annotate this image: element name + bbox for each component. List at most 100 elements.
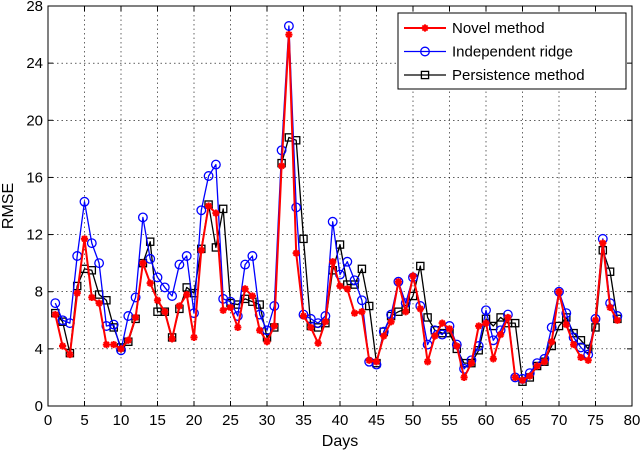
data-point-novel-method: [175, 302, 183, 310]
data-point-persistence-method: [299, 234, 308, 244]
data-point-novel-method: [467, 359, 475, 367]
data-point-independent-ridge: [342, 256, 353, 267]
data-point-novel-method: [606, 303, 614, 312]
data-point-novel-method: [73, 289, 81, 297]
data-point-novel-method: [336, 282, 344, 290]
data-point-novel-method: [292, 249, 300, 257]
data-point-independent-ridge: [196, 205, 207, 216]
data-point-independent-ridge: [94, 258, 105, 269]
data-point-independent-ridge: [123, 311, 134, 321]
data-point-independent-ridge: [210, 159, 221, 170]
legend-label: Novel method: [452, 20, 545, 37]
data-point-independent-ridge: [313, 318, 324, 329]
legend-entry-persistence-method: Persistence method: [404, 67, 585, 84]
y-tick-label: 16: [26, 169, 43, 186]
legend-swatch-marker: [420, 70, 430, 80]
x-axis-label: Days: [322, 433, 358, 450]
x-tick-label: 50: [405, 412, 422, 429]
x-tick-label: 70: [551, 412, 568, 429]
data-point-independent-ridge: [145, 253, 156, 264]
data-point-novel-method: [102, 340, 110, 349]
data-point-independent-ridge: [181, 251, 192, 261]
x-tick-label: 35: [295, 412, 312, 429]
data-point-independent-ridge: [167, 291, 178, 301]
data-point-novel-method: [321, 318, 329, 326]
data-point-independent-ridge: [283, 21, 294, 31]
legend-swatch-marker: [420, 46, 430, 57]
data-point-novel-method: [263, 338, 271, 346]
data-point-novel-method: [424, 358, 432, 366]
data-point-independent-ridge: [108, 319, 119, 330]
legend: Novel method Independent ridge Persistence…: [397, 12, 627, 90]
data-point-novel-method: [241, 285, 249, 293]
data-point-novel-method: [132, 313, 140, 322]
data-point-independent-ridge: [159, 282, 170, 293]
series-persistence-method: [51, 133, 622, 386]
data-point-novel-method: [548, 338, 556, 346]
y-tick-label: 8: [35, 284, 43, 301]
data-point-persistence-method: [313, 323, 323, 332]
y-tick-label: 24: [26, 55, 43, 72]
data-point-independent-ridge: [137, 212, 148, 223]
data-point-novel-method: [570, 340, 578, 349]
data-point-independent-ridge: [481, 305, 491, 316]
data-point-independent-ridge: [356, 295, 367, 306]
data-point-novel-method: [599, 239, 607, 247]
x-tick-label: 75: [587, 412, 604, 429]
data-point-novel-method: [416, 305, 424, 313]
data-point-novel-method: [431, 332, 439, 340]
x-tick-label: 20: [186, 412, 203, 429]
data-point-independent-ridge: [575, 342, 586, 353]
y-tick-label: 0: [35, 398, 43, 415]
data-point-novel-method: [153, 296, 162, 304]
data-point-independent-ridge: [349, 275, 360, 286]
data-point-independent-ridge: [247, 251, 258, 261]
data-point-novel-method: [124, 336, 132, 344]
data-point-novel-method: [577, 353, 585, 362]
data-point-novel-method: [314, 339, 322, 347]
data-point-novel-method: [270, 322, 278, 330]
data-point-novel-method: [453, 342, 461, 350]
data-point-persistence-method: [218, 204, 228, 214]
data-point-novel-method: [256, 326, 264, 334]
data-point-independent-ridge: [86, 238, 97, 249]
data-point-novel-method: [365, 356, 373, 364]
data-point-independent-ridge: [152, 272, 163, 283]
data-point-novel-method: [183, 290, 191, 299]
series-independent-ridge: [50, 21, 623, 384]
data-point-independent-ridge: [79, 196, 90, 207]
x-tick-label: 15: [149, 412, 166, 429]
data-point-novel-method: [248, 292, 256, 300]
y-tick-label: 28: [26, 0, 43, 15]
data-point-novel-method: [591, 316, 600, 324]
axes: [47, 5, 633, 407]
data-point-novel-method: [168, 335, 176, 343]
data-point-novel-method: [475, 322, 483, 330]
data-point-persistence-method: [416, 261, 425, 271]
data-point-novel-method: [278, 162, 286, 170]
data-point-persistence-method: [211, 243, 221, 252]
data-point-novel-method: [504, 313, 512, 322]
data-point-novel-method: [380, 332, 388, 340]
legend-entry-independent-ridge: Independent ridge: [404, 44, 573, 61]
data-point-novel-method: [117, 345, 125, 353]
legend-label: Persistence method: [452, 67, 585, 84]
x-tick-label: 60: [478, 412, 495, 429]
y-tick-label: 12: [26, 227, 43, 244]
legend-entry-novel-method: Novel method: [404, 20, 545, 37]
x-tick-label: 10: [113, 412, 130, 429]
data-point-novel-method: [394, 278, 402, 286]
data-point-novel-method: [299, 312, 308, 320]
data-point-novel-method: [387, 318, 395, 326]
legend-label: Independent ridge: [452, 44, 573, 61]
data-point-novel-method: [205, 202, 213, 210]
data-point-novel-method: [540, 358, 548, 366]
data-point-independent-ridge: [437, 329, 448, 340]
y-axis-label: RMSE: [0, 183, 17, 229]
data-point-novel-method: [95, 299, 103, 307]
data-point-novel-method: [80, 235, 89, 243]
data-point-novel-method: [212, 209, 220, 217]
data-point-novel-method: [219, 306, 227, 314]
